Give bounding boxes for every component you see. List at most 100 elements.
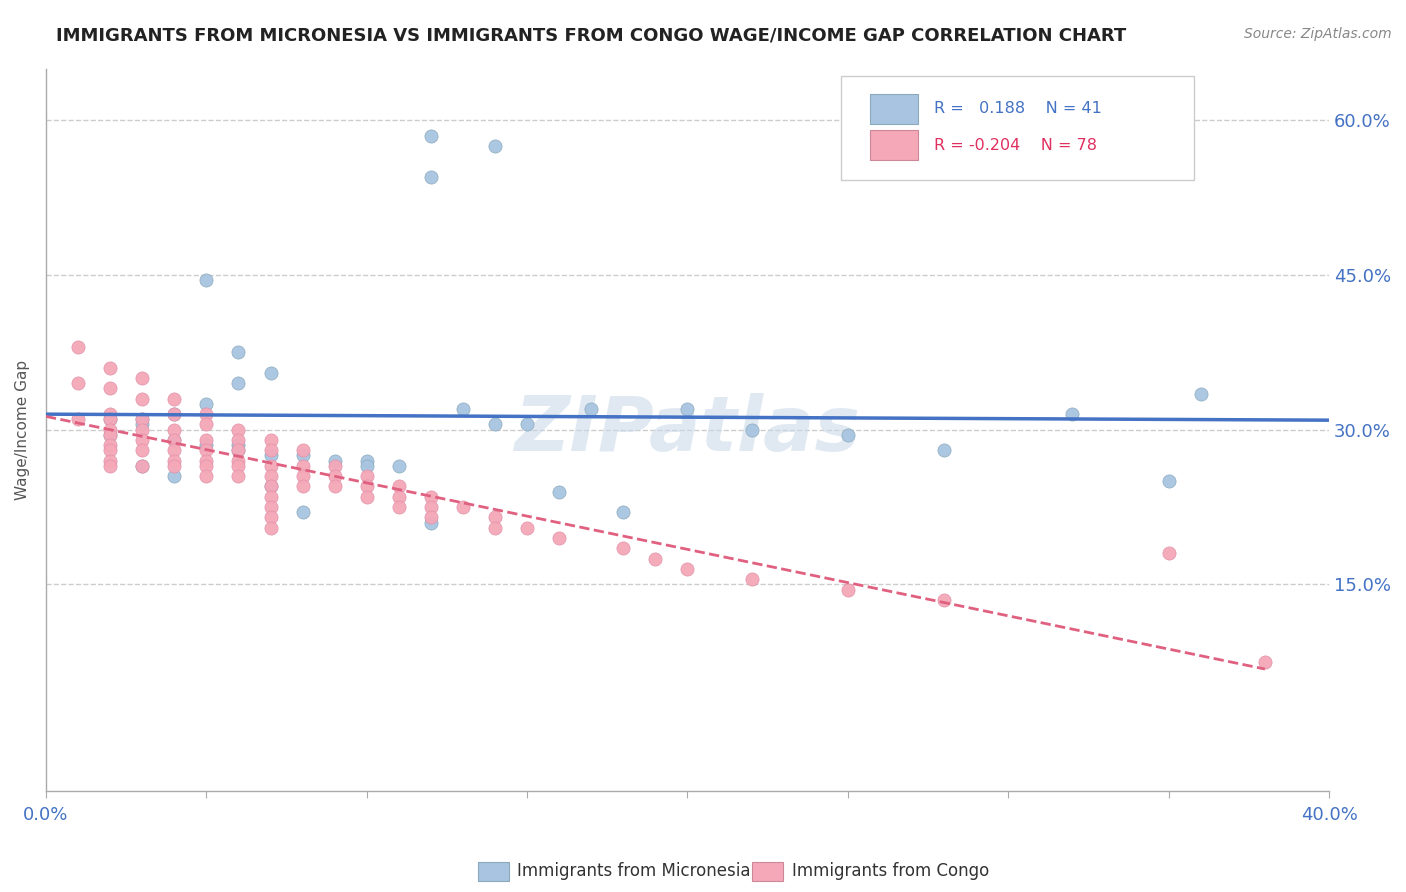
Point	[356, 479, 378, 493]
Point	[195, 273, 218, 287]
Point	[98, 360, 121, 375]
Point	[163, 407, 186, 421]
Point	[837, 427, 859, 442]
Point	[67, 412, 90, 426]
Point	[1189, 386, 1212, 401]
Point	[419, 490, 441, 504]
FancyBboxPatch shape	[841, 76, 1194, 180]
Point	[932, 593, 955, 607]
Text: 40.0%: 40.0%	[1301, 806, 1357, 824]
Point	[323, 458, 346, 473]
Point	[484, 417, 506, 432]
Point	[644, 551, 666, 566]
Point	[419, 128, 441, 143]
Point	[228, 345, 250, 359]
Bar	[870, 94, 918, 124]
Point	[228, 453, 250, 467]
Point	[195, 453, 218, 467]
Point	[612, 541, 634, 556]
Text: Immigrants from Congo: Immigrants from Congo	[792, 863, 988, 880]
Point	[163, 392, 186, 406]
Text: IMMIGRANTS FROM MICRONESIA VS IMMIGRANTS FROM CONGO WAGE/INCOME GAP CORRELATION : IMMIGRANTS FROM MICRONESIA VS IMMIGRANTS…	[56, 27, 1126, 45]
Point	[163, 469, 186, 483]
Point	[228, 458, 250, 473]
Point	[131, 412, 153, 426]
Point	[131, 433, 153, 447]
Text: R =   0.188    N = 41: R = 0.188 N = 41	[934, 102, 1102, 117]
Bar	[870, 130, 918, 161]
Point	[356, 469, 378, 483]
Point	[741, 423, 763, 437]
Point	[484, 139, 506, 153]
Point	[98, 443, 121, 458]
Point	[323, 453, 346, 467]
Point	[163, 407, 186, 421]
Text: ZIPatlas: ZIPatlas	[515, 392, 860, 467]
Point	[291, 479, 314, 493]
Point	[228, 438, 250, 452]
Point	[259, 433, 281, 447]
Point	[259, 521, 281, 535]
Point	[195, 397, 218, 411]
Point	[356, 490, 378, 504]
Point	[228, 443, 250, 458]
Point	[516, 417, 538, 432]
Point	[419, 510, 441, 524]
Point	[131, 371, 153, 385]
Point	[419, 500, 441, 514]
Point	[163, 433, 186, 447]
Point	[484, 521, 506, 535]
Point	[419, 516, 441, 530]
Point	[291, 458, 314, 473]
Point	[195, 458, 218, 473]
Point	[98, 438, 121, 452]
Point	[195, 469, 218, 483]
Point	[195, 443, 218, 458]
Point	[259, 510, 281, 524]
Point	[131, 458, 153, 473]
Point	[259, 479, 281, 493]
Point	[388, 479, 411, 493]
Point	[131, 412, 153, 426]
Point	[1157, 546, 1180, 560]
Point	[581, 402, 603, 417]
Point	[388, 500, 411, 514]
Point	[484, 510, 506, 524]
Point	[228, 433, 250, 447]
Point	[259, 449, 281, 463]
Point	[1157, 474, 1180, 488]
Point	[612, 505, 634, 519]
Point	[548, 484, 571, 499]
Point	[98, 427, 121, 442]
Point	[259, 500, 281, 514]
Point	[163, 443, 186, 458]
Text: 0.0%: 0.0%	[24, 806, 69, 824]
Point	[131, 392, 153, 406]
Point	[356, 458, 378, 473]
Point	[837, 582, 859, 597]
Point	[388, 490, 411, 504]
Point	[356, 453, 378, 467]
Point	[259, 458, 281, 473]
Point	[98, 458, 121, 473]
Point	[163, 458, 186, 473]
Point	[163, 433, 186, 447]
Point	[323, 479, 346, 493]
Point	[228, 423, 250, 437]
Point	[163, 423, 186, 437]
Point	[195, 433, 218, 447]
Point	[259, 443, 281, 458]
Point	[291, 469, 314, 483]
Point	[259, 479, 281, 493]
Y-axis label: Wage/Income Gap: Wage/Income Gap	[15, 359, 30, 500]
Point	[163, 453, 186, 467]
Point	[259, 366, 281, 380]
Point	[516, 521, 538, 535]
Point	[131, 458, 153, 473]
Point	[676, 562, 699, 576]
Point	[676, 402, 699, 417]
Point	[131, 423, 153, 437]
Text: R = -0.204    N = 78: R = -0.204 N = 78	[934, 137, 1097, 153]
Point	[228, 443, 250, 458]
Point	[228, 469, 250, 483]
